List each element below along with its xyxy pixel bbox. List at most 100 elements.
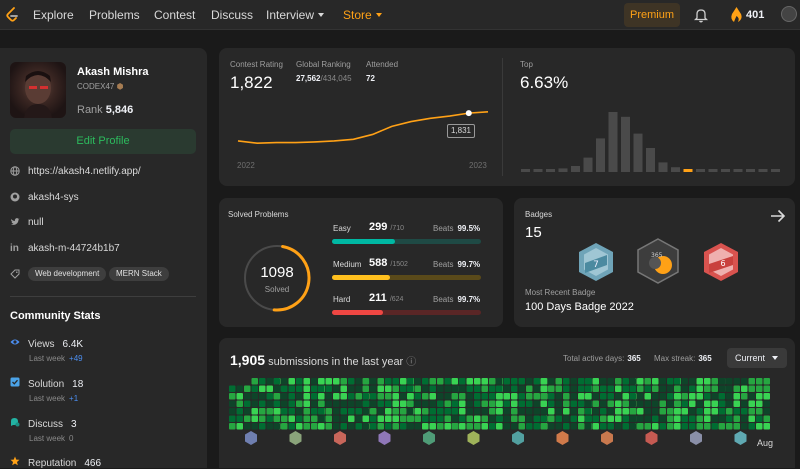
heatmap-cell[interactable] [503, 415, 511, 423]
heatmap-cell[interactable] [526, 378, 533, 385]
heatmap-cell[interactable] [259, 385, 266, 393]
heatmap-cell[interactable] [318, 378, 325, 385]
heatmap-cell[interactable] [503, 423, 511, 430]
heatmap-cell[interactable] [466, 415, 474, 423]
heatmap-cell[interactable] [689, 378, 696, 385]
heatmap-cell[interactable] [548, 385, 555, 393]
heatmap-cell[interactable] [726, 385, 733, 393]
heatmap-cell[interactable] [489, 393, 496, 400]
heatmap-cell[interactable] [674, 408, 681, 415]
heatmap-cell[interactable] [459, 415, 466, 423]
heatmap-cell[interactable] [259, 378, 266, 385]
heatmap-cell[interactable] [355, 408, 363, 415]
heatmap-cell[interactable] [570, 400, 578, 408]
heatmap-cell[interactable] [563, 423, 570, 430]
heatmap-cell[interactable] [288, 393, 296, 400]
histogram-bar[interactable] [746, 169, 755, 172]
heatmap-cell[interactable] [311, 408, 318, 415]
heatmap-cell[interactable] [466, 423, 474, 430]
heatmap-cell[interactable] [652, 415, 659, 423]
heatmap-cell[interactable] [244, 408, 251, 415]
heatmap-cell[interactable] [444, 378, 452, 385]
histogram-bar[interactable] [558, 168, 568, 172]
heatmap-cell[interactable] [563, 385, 570, 393]
bell-icon[interactable] [694, 7, 708, 23]
heatmap-cell[interactable] [741, 400, 748, 408]
heatmap-cell[interactable] [511, 378, 518, 385]
heatmap-cell[interactable] [392, 400, 400, 408]
heatmap-cell[interactable] [526, 393, 533, 400]
heatmap-cell[interactable] [592, 415, 600, 423]
heatmap-cell[interactable] [288, 408, 296, 415]
heatmap-cell[interactable] [607, 385, 615, 393]
heatmap-cell[interactable] [652, 393, 659, 400]
heatmap-cell[interactable] [637, 378, 644, 385]
heatmap-cell[interactable] [741, 378, 748, 385]
heatmap-cell[interactable] [748, 423, 756, 430]
heatmap-cell[interactable] [288, 400, 296, 408]
heatmap-cell[interactable] [637, 400, 644, 408]
nav-problems[interactable]: Problems [89, 8, 140, 22]
heatmap-cell[interactable] [763, 378, 771, 385]
heatmap-cell[interactable] [674, 393, 681, 400]
heatmap-cell[interactable] [681, 400, 689, 408]
heatmap-cell[interactable] [385, 400, 392, 408]
heatmap-cell[interactable] [244, 415, 251, 423]
heatmap-cell[interactable] [229, 400, 236, 408]
heatmap-cell[interactable] [414, 378, 422, 385]
heatmap-cell[interactable] [711, 385, 719, 393]
heatmap-cell[interactable] [533, 400, 541, 408]
heatmap-cell[interactable] [333, 385, 340, 393]
heatmap-cell[interactable] [555, 385, 563, 393]
info-icon[interactable]: ⓘ [406, 357, 417, 368]
heatmap-cell[interactable] [325, 408, 333, 415]
heatmap-cell[interactable] [481, 423, 489, 430]
heatmap-cell[interactable] [392, 415, 400, 423]
heatmap-cell[interactable] [696, 423, 704, 430]
heatmap-cell[interactable] [474, 378, 481, 385]
heatmap-cell[interactable] [570, 385, 578, 393]
heatmap-cell[interactable] [400, 378, 407, 385]
heatmap-cell[interactable] [362, 400, 370, 408]
heatmap-cell[interactable] [362, 415, 370, 423]
heatmap-cell[interactable] [444, 408, 452, 415]
heatmap-cell[interactable] [385, 415, 392, 423]
heatmap-cell[interactable] [629, 415, 637, 423]
heatmap-cell[interactable] [659, 408, 667, 415]
heatmap-cell[interactable] [555, 415, 563, 423]
heatmap-cell[interactable] [526, 423, 533, 430]
heatmap-cell[interactable] [437, 385, 444, 393]
histogram-bar[interactable] [721, 169, 730, 172]
heatmap-cell[interactable] [273, 400, 281, 408]
heatmap-cell[interactable] [333, 408, 340, 415]
heatmap-cell[interactable] [407, 385, 414, 393]
monthly-badge-icon[interactable] [556, 431, 569, 445]
heatmap-cell[interactable] [400, 408, 407, 415]
heatmap-cell[interactable] [548, 423, 555, 430]
heatmap-cell[interactable] [377, 393, 385, 400]
heatmap-cell[interactable] [533, 423, 541, 430]
heatmap-cell[interactable] [533, 408, 541, 415]
heatmap-cell[interactable] [733, 415, 741, 423]
heatmap-cell[interactable] [578, 393, 585, 400]
heatmap-cell[interactable] [592, 408, 600, 415]
heatmap-cell[interactable] [414, 400, 422, 408]
solved-ring[interactable] [241, 242, 313, 314]
heatmap-cell[interactable] [414, 385, 422, 393]
heatmap-cell[interactable] [578, 415, 585, 423]
heatmap-cell[interactable] [748, 393, 756, 400]
heatmap-cell[interactable] [763, 415, 771, 423]
heatmap-cell[interactable] [563, 408, 570, 415]
heatmap-cell[interactable] [696, 408, 704, 415]
heatmap-cell[interactable] [667, 400, 674, 408]
heatmap-cell[interactable] [459, 378, 466, 385]
heatmap-cell[interactable] [348, 415, 355, 423]
heatmap-cell[interactable] [481, 393, 489, 400]
heatmap-cell[interactable] [511, 385, 518, 393]
heatmap-cell[interactable] [548, 393, 555, 400]
heatmap-cell[interactable] [756, 408, 763, 415]
heatmap-cell[interactable] [370, 423, 377, 430]
heatmap-cell[interactable] [756, 393, 763, 400]
heatmap-cell[interactable] [667, 385, 674, 393]
heatmap-cell[interactable] [318, 408, 325, 415]
